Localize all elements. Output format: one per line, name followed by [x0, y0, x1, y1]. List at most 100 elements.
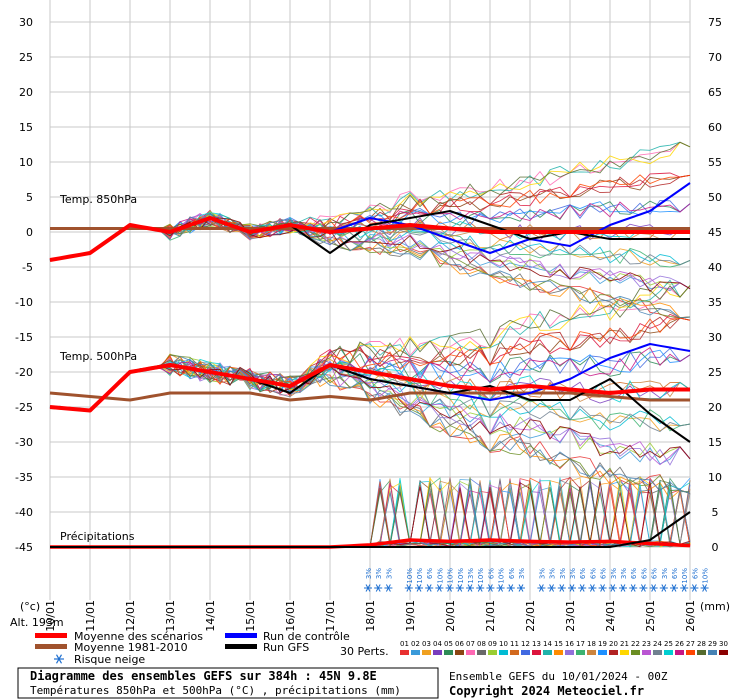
snow-risk-pct: 3%	[559, 568, 567, 579]
snowflake-icon	[435, 584, 444, 592]
footer-run: Ensemble GEFS du 10/01/2024 - 00Z	[449, 670, 668, 683]
main-series	[49, 182, 691, 549]
left-tick-label: -10	[15, 296, 33, 309]
footer-subtitle: Températures 850hPa et 500hPa (°C) , pré…	[30, 684, 401, 697]
left-tick-label: 30	[19, 16, 33, 29]
date-label: 10/01	[44, 600, 57, 632]
snowflake-icon	[506, 584, 515, 592]
snowflake-icon	[364, 584, 372, 592]
series-1-0	[49, 363, 690, 413]
snowflake-icon	[496, 584, 505, 592]
left-tick-label: -45	[15, 541, 33, 554]
snow-risk-pct: 10%	[457, 568, 465, 584]
snowflake-icon	[445, 584, 454, 592]
date-label: 22/01	[524, 600, 537, 632]
pert-swatch	[554, 650, 563, 655]
legend-swatch-mean	[35, 633, 67, 638]
snowflake-icon	[486, 584, 495, 592]
pert-swatch	[455, 650, 464, 655]
snow-risk-pct: 10%	[447, 568, 455, 584]
series-0-0	[49, 216, 690, 262]
pert-swatch	[565, 650, 574, 655]
pert-swatch	[532, 650, 541, 655]
pert-number: 28	[697, 640, 706, 648]
left-tick-label: -25	[15, 401, 33, 414]
pert-swatch	[598, 650, 607, 655]
right-tick-label: 5	[712, 506, 719, 519]
legend-swatch-control	[225, 633, 257, 638]
pert-number: 07	[466, 640, 475, 648]
date-label: 19/01	[404, 600, 417, 632]
pert-number: 19	[598, 640, 607, 648]
snow-risk-pct: 6%	[579, 568, 587, 579]
pert-swatch	[653, 650, 662, 655]
footer-box	[17, 667, 439, 699]
snowflake-icon	[547, 584, 556, 592]
precip-series-1	[50, 511, 691, 548]
pert-swatch	[697, 650, 706, 655]
snowflake-icon	[629, 584, 638, 592]
pert-swatch	[510, 650, 519, 655]
pert-number: 02	[411, 640, 420, 648]
altitude-label: Alt. 193m	[10, 616, 64, 629]
legend: Moyenne des scénarios Run de contrôle Mo…	[35, 630, 728, 666]
panel-label-temp500: Temp. 500hPa	[59, 350, 137, 363]
snowflake-icon	[384, 584, 393, 592]
left-tick-label: -35	[15, 471, 33, 484]
pert-number: 25	[664, 640, 673, 648]
snow-risk-pct: 6%	[487, 568, 495, 579]
pert-number: 06	[455, 640, 464, 648]
date-label: 21/01	[484, 600, 497, 632]
snowflake-icon	[659, 584, 668, 592]
left-tick-label: -30	[15, 436, 33, 449]
snow-risk-pct: 6%	[508, 568, 516, 579]
pert-swatch	[686, 650, 695, 655]
right-tick-label: 50	[708, 191, 722, 204]
snow-risk-pct: 6%	[691, 568, 699, 579]
right-tick-label: 65	[708, 86, 722, 99]
legend-label-gfs: Run GFS	[263, 641, 309, 654]
snow-risk-pct: 3%	[620, 568, 628, 579]
snow-risk-pct: 3%	[365, 568, 373, 579]
pert-number: 09	[488, 640, 497, 648]
pert-number: 10	[499, 640, 508, 648]
legend-swatch-climatology	[35, 644, 67, 649]
pert-swatch	[400, 650, 409, 655]
snow-risk-pct: 10%	[702, 568, 710, 584]
snow-risk-pct: 10%	[681, 568, 689, 584]
pert-number: 08	[477, 640, 486, 648]
snow-risk-pct: 6%	[651, 568, 659, 579]
pert-number: 01	[400, 640, 409, 648]
pert-number: 27	[686, 640, 695, 648]
snowflake-icon	[476, 584, 485, 592]
date-label: 12/01	[124, 600, 137, 632]
pert-swatch	[543, 650, 552, 655]
left-tick-label: -40	[15, 506, 33, 519]
perturbation-legend: 01 02 03 04 05 06 07 08 09 10 11 12 13 14 15 16 17 18 19 20…	[400, 640, 728, 655]
snow-risk-pct: 10%	[498, 568, 506, 584]
pert-swatch	[631, 650, 640, 655]
date-label: 25/01	[644, 600, 657, 632]
footer-title: Diagramme des ensembles GEFS sur 384h : …	[30, 669, 377, 683]
right-tick-label: 55	[708, 156, 722, 169]
snow-risk-pct: 3%	[375, 568, 383, 579]
pert-number: 14	[543, 640, 552, 648]
snowflake-icon	[680, 584, 689, 592]
date-label: 26/01	[684, 600, 697, 632]
date-label: 20/01	[444, 600, 457, 632]
snow-risk-pct: 6%	[630, 568, 638, 579]
pert-swatch	[642, 650, 651, 655]
right-tick-label: 75	[708, 16, 722, 29]
pert-swatch	[609, 650, 618, 655]
left-tick-label: 0	[26, 226, 33, 239]
pert-swatch	[499, 650, 508, 655]
snow-risk-pct: 6%	[671, 568, 679, 579]
snowflake-icon	[639, 584, 648, 592]
pert-swatch	[488, 650, 497, 655]
snow-risk-pct: 3%	[661, 568, 669, 579]
date-label: 13/01	[164, 600, 177, 632]
snow-risk-pct: 3%	[518, 568, 526, 579]
snow-risk-row: 3% 3% 3% 10% 10% 6% 10% 10% 10% 13% 10% 6% 10% 6% 3% 3%…	[364, 568, 710, 592]
pert-number: 15	[554, 640, 563, 648]
